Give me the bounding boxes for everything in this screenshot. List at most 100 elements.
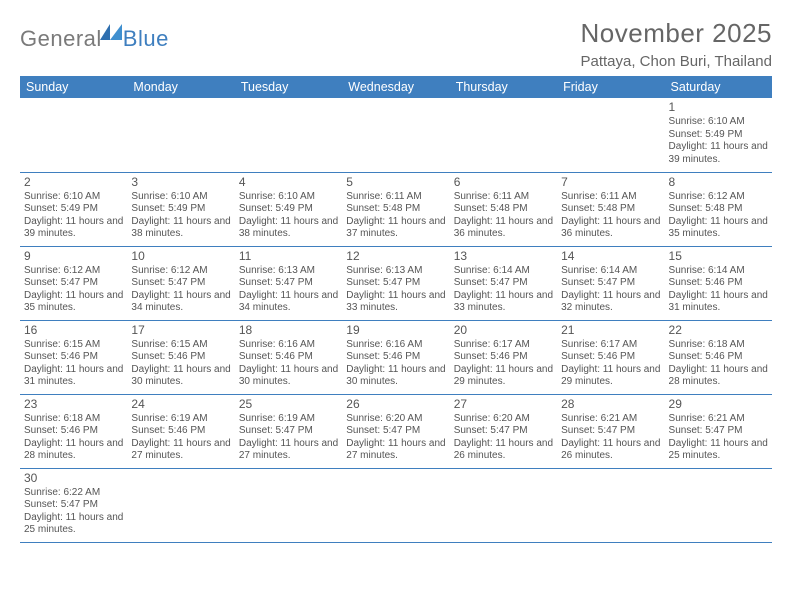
sunrise-text: Sunrise: 6:10 AM [669,116,768,129]
day-number: 7 [561,175,660,190]
day-number: 3 [131,175,230,190]
calendar-day-cell: 5Sunrise: 6:11 AMSunset: 5:48 PMDaylight… [342,172,449,246]
day-number: 25 [239,397,338,412]
calendar-day-cell: 10Sunrise: 6:12 AMSunset: 5:47 PMDayligh… [127,246,234,320]
day-number: 9 [24,249,123,264]
daylight-text: Daylight: 11 hours and 31 minutes. [24,364,123,389]
sunrise-text: Sunrise: 6:19 AM [131,413,230,426]
sunset-text: Sunset: 5:46 PM [239,351,338,364]
calendar-week-row: 30Sunrise: 6:22 AMSunset: 5:47 PMDayligh… [20,468,772,542]
calendar-day-cell: 21Sunrise: 6:17 AMSunset: 5:46 PMDayligh… [557,320,664,394]
calendar-day-cell [557,468,664,542]
page-title: November 2025 [580,18,772,49]
calendar-day-cell: 3Sunrise: 6:10 AMSunset: 5:49 PMDaylight… [127,172,234,246]
day-number: 21 [561,323,660,338]
sunset-text: Sunset: 5:47 PM [561,425,660,438]
sunset-text: Sunset: 5:49 PM [131,203,230,216]
daylight-text: Daylight: 11 hours and 35 minutes. [24,290,123,315]
calendar-day-cell: 28Sunrise: 6:21 AMSunset: 5:47 PMDayligh… [557,394,664,468]
day-number: 26 [346,397,445,412]
sunset-text: Sunset: 5:47 PM [561,277,660,290]
day-number: 17 [131,323,230,338]
sunrise-text: Sunrise: 6:16 AM [239,339,338,352]
sunset-text: Sunset: 5:47 PM [346,277,445,290]
daylight-text: Daylight: 11 hours and 35 minutes. [669,216,768,241]
calendar-day-cell: 17Sunrise: 6:15 AMSunset: 5:46 PMDayligh… [127,320,234,394]
location-text: Pattaya, Chon Buri, Thailand [580,53,772,70]
calendar-day-cell: 2Sunrise: 6:10 AMSunset: 5:49 PMDaylight… [20,172,127,246]
sunset-text: Sunset: 5:46 PM [454,351,553,364]
sunrise-text: Sunrise: 6:21 AM [561,413,660,426]
sunset-text: Sunset: 5:48 PM [561,203,660,216]
sunrise-text: Sunrise: 6:14 AM [669,265,768,278]
day-number: 6 [454,175,553,190]
day-number: 29 [669,397,768,412]
daylight-text: Daylight: 11 hours and 27 minutes. [346,438,445,463]
calendar-day-cell: 9Sunrise: 6:12 AMSunset: 5:47 PMDaylight… [20,246,127,320]
sunset-text: Sunset: 5:47 PM [454,277,553,290]
sunset-text: Sunset: 5:48 PM [454,203,553,216]
daylight-text: Daylight: 11 hours and 25 minutes. [669,438,768,463]
calendar-day-cell: 8Sunrise: 6:12 AMSunset: 5:48 PMDaylight… [665,172,772,246]
sunrise-text: Sunrise: 6:11 AM [454,191,553,204]
day-number: 12 [346,249,445,264]
sunrise-text: Sunrise: 6:21 AM [669,413,768,426]
day-number: 14 [561,249,660,264]
sunrise-text: Sunrise: 6:20 AM [454,413,553,426]
logo-text-blue: Blue [123,26,169,52]
sunset-text: Sunset: 5:46 PM [669,277,768,290]
daylight-text: Daylight: 11 hours and 34 minutes. [131,290,230,315]
sunrise-text: Sunrise: 6:10 AM [239,191,338,204]
sunrise-text: Sunrise: 6:16 AM [346,339,445,352]
title-block: November 2025 Pattaya, Chon Buri, Thaila… [580,18,772,70]
calendar-day-cell: 1Sunrise: 6:10 AMSunset: 5:49 PMDaylight… [665,98,772,172]
sunrise-text: Sunrise: 6:18 AM [669,339,768,352]
sunset-text: Sunset: 5:48 PM [669,203,768,216]
sunrise-text: Sunrise: 6:20 AM [346,413,445,426]
sunset-text: Sunset: 5:49 PM [24,203,123,216]
day-number: 20 [454,323,553,338]
sunset-text: Sunset: 5:47 PM [669,425,768,438]
daylight-text: Daylight: 11 hours and 38 minutes. [131,216,230,241]
flag-icon [100,24,122,40]
sunset-text: Sunset: 5:46 PM [24,425,123,438]
sunrise-text: Sunrise: 6:13 AM [346,265,445,278]
daylight-text: Daylight: 11 hours and 32 minutes. [561,290,660,315]
day-number: 18 [239,323,338,338]
day-number: 15 [669,249,768,264]
calendar-day-cell: 4Sunrise: 6:10 AMSunset: 5:49 PMDaylight… [235,172,342,246]
day-number: 1 [669,100,768,115]
calendar-day-cell: 11Sunrise: 6:13 AMSunset: 5:47 PMDayligh… [235,246,342,320]
calendar-week-row: 2Sunrise: 6:10 AMSunset: 5:49 PMDaylight… [20,172,772,246]
daylight-text: Daylight: 11 hours and 36 minutes. [454,216,553,241]
calendar-table: Sunday Monday Tuesday Wednesday Thursday… [20,76,772,543]
day-number: 10 [131,249,230,264]
weekday-header: Friday [557,76,664,98]
sunset-text: Sunset: 5:46 PM [24,351,123,364]
day-number: 23 [24,397,123,412]
sunrise-text: Sunrise: 6:19 AM [239,413,338,426]
calendar-day-cell: 16Sunrise: 6:15 AMSunset: 5:46 PMDayligh… [20,320,127,394]
calendar-day-cell: 14Sunrise: 6:14 AMSunset: 5:47 PMDayligh… [557,246,664,320]
sunrise-text: Sunrise: 6:11 AM [346,191,445,204]
day-number: 8 [669,175,768,190]
daylight-text: Daylight: 11 hours and 31 minutes. [669,290,768,315]
daylight-text: Daylight: 11 hours and 37 minutes. [346,216,445,241]
calendar-day-cell: 18Sunrise: 6:16 AMSunset: 5:46 PMDayligh… [235,320,342,394]
calendar-day-cell: 19Sunrise: 6:16 AMSunset: 5:46 PMDayligh… [342,320,449,394]
calendar-header-row: Sunday Monday Tuesday Wednesday Thursday… [20,76,772,98]
sunset-text: Sunset: 5:49 PM [239,203,338,216]
daylight-text: Daylight: 11 hours and 26 minutes. [454,438,553,463]
day-number: 16 [24,323,123,338]
sunset-text: Sunset: 5:47 PM [346,425,445,438]
sunset-text: Sunset: 5:47 PM [454,425,553,438]
calendar-day-cell [235,468,342,542]
day-number: 27 [454,397,553,412]
daylight-text: Daylight: 11 hours and 36 minutes. [561,216,660,241]
daylight-text: Daylight: 11 hours and 33 minutes. [454,290,553,315]
calendar-week-row: 9Sunrise: 6:12 AMSunset: 5:47 PMDaylight… [20,246,772,320]
calendar-day-cell [450,98,557,172]
calendar-week-row: 16Sunrise: 6:15 AMSunset: 5:46 PMDayligh… [20,320,772,394]
sunset-text: Sunset: 5:48 PM [346,203,445,216]
sunrise-text: Sunrise: 6:17 AM [454,339,553,352]
